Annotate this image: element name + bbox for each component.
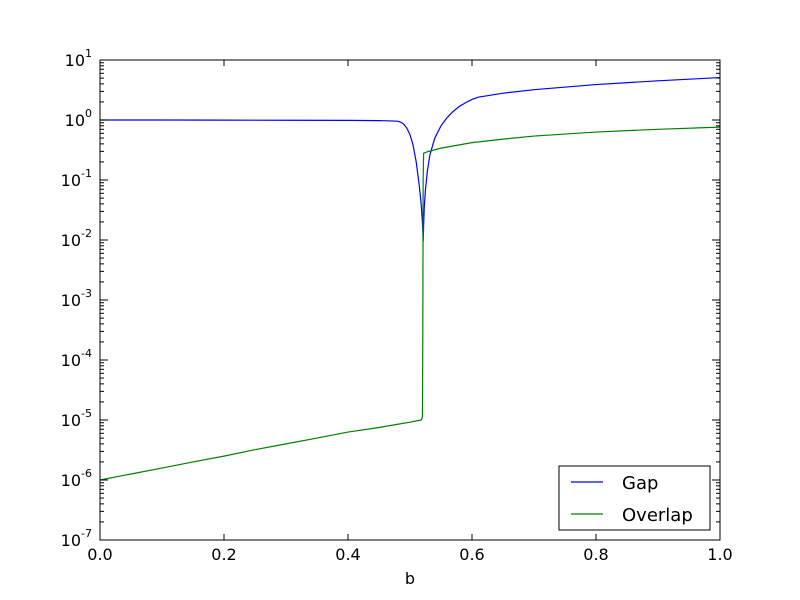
y-tick-exponent: 1 [85, 47, 92, 60]
y-tick-label: 10-6 [61, 467, 92, 490]
x-tick-label: 0.8 [583, 545, 608, 564]
y-tick-exponent: -2 [81, 227, 92, 240]
x-tick-label: 0.0 [87, 545, 112, 564]
legend: Gap Overlap [558, 465, 711, 531]
series-line-overlap [99, 126, 721, 481]
y-tick-exponent: -1 [81, 167, 92, 180]
y-tick-base: 10 [61, 471, 81, 490]
y-tick-label: 101 [65, 47, 92, 70]
x-tick-label: 0.2 [211, 545, 236, 564]
y-tick-exponent: -4 [81, 347, 92, 360]
y-tick-base: 10 [65, 51, 85, 70]
y-tick-exponent: -5 [81, 407, 92, 420]
y-tick-base: 10 [61, 231, 81, 250]
y-tick-base: 10 [61, 531, 81, 550]
series-line-gap [100, 76, 721, 242]
legend-label: Overlap [622, 505, 693, 526]
x-tick-label: 0.4 [335, 545, 360, 564]
y-tick-label: 10-5 [61, 407, 92, 430]
y-tick-label: 10-7 [61, 527, 92, 550]
y-tick-base: 10 [61, 171, 81, 190]
y-tick-base: 10 [65, 111, 85, 130]
x-tick-label: 0.6 [459, 545, 484, 564]
y-tick-exponent: 0 [85, 107, 92, 120]
series-layer [99, 76, 721, 481]
y-tick-base: 10 [61, 351, 81, 370]
y-tick-exponent: -3 [81, 287, 92, 300]
y-tick-label: 100 [65, 107, 92, 130]
y-tick-label: 10-2 [61, 227, 92, 250]
y-tick-exponent: -6 [81, 467, 92, 480]
y-tick-label: 10-1 [61, 167, 92, 190]
y-tick-label: 10-3 [61, 287, 92, 310]
y-tick-base: 10 [61, 411, 81, 430]
y-tick-base: 10 [61, 291, 81, 310]
x-axis-label: b [405, 569, 415, 588]
legend-box [558, 465, 711, 531]
legend-label: Gap [622, 473, 658, 494]
y-tick-exponent: -7 [81, 527, 92, 540]
x-axis: 0.0 0.2 0.4 0.6 0.8 1.0 [87, 60, 733, 564]
y-tick-label: 10-4 [61, 347, 92, 370]
x-tick-label: 1.0 [707, 545, 732, 564]
